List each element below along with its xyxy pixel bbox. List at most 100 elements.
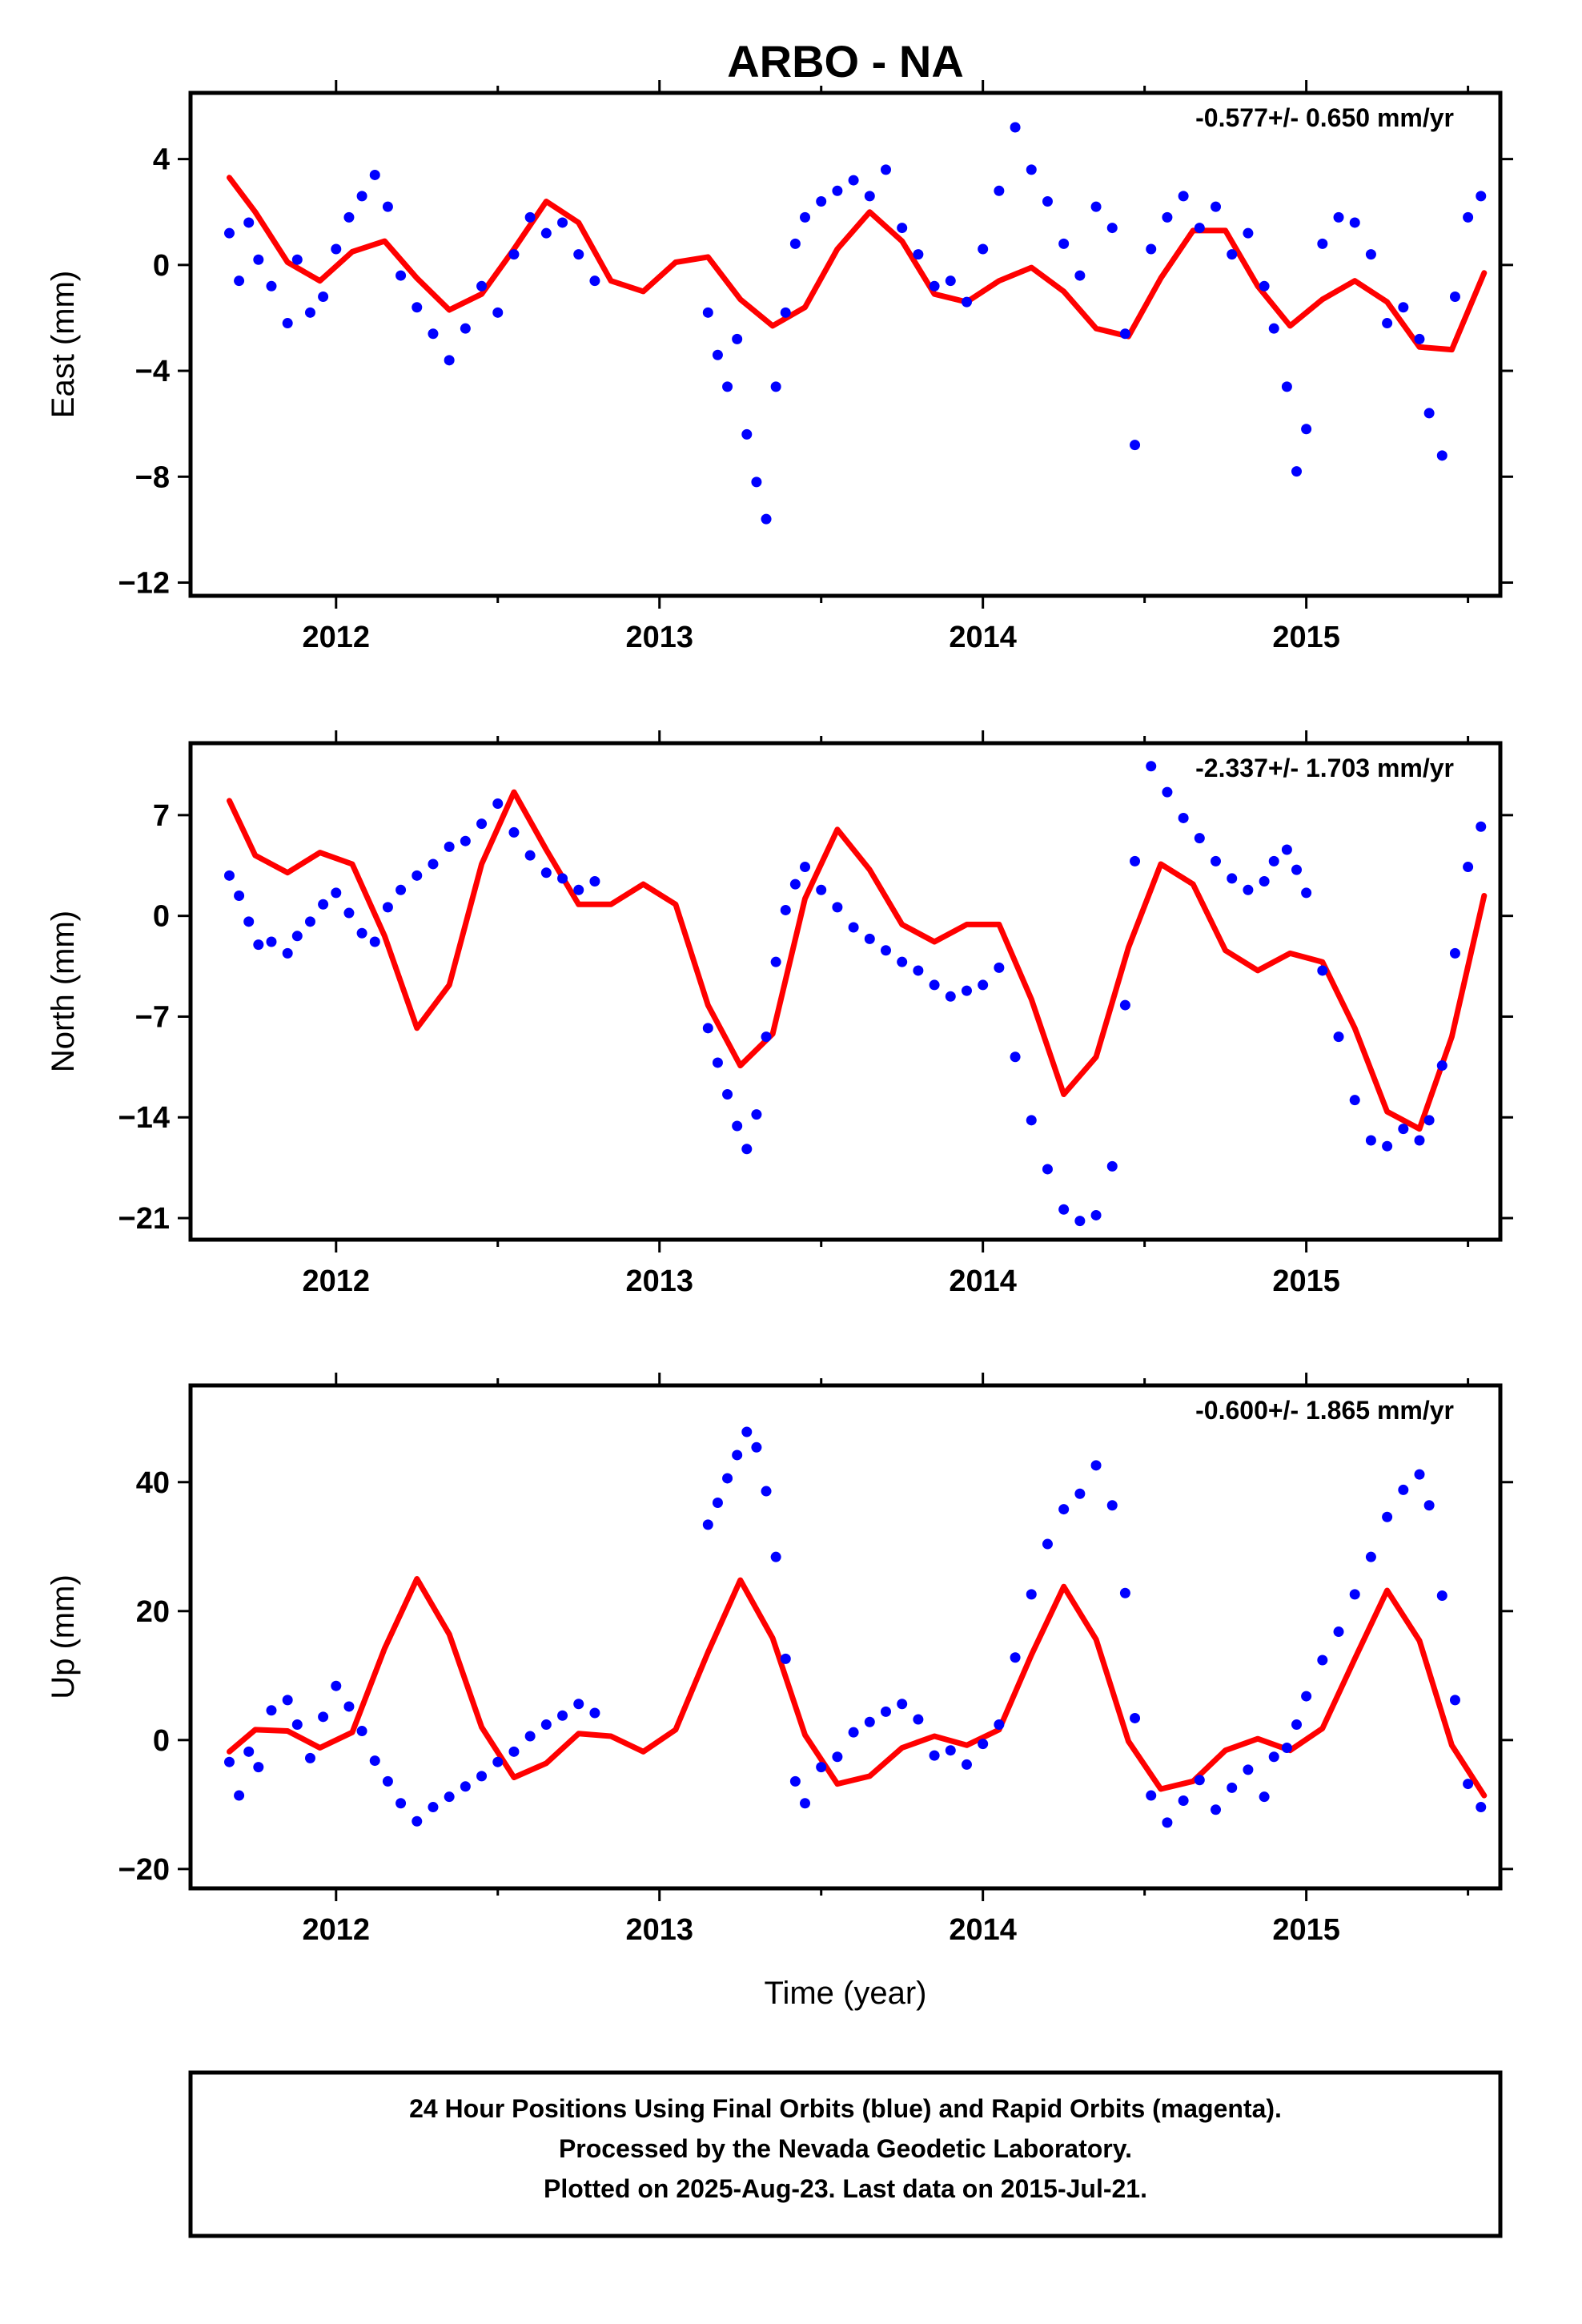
north-y-tick-label: −14 bbox=[118, 1101, 170, 1135]
east-data-point bbox=[702, 307, 713, 318]
up-y-tick-label: 40 bbox=[136, 1466, 170, 1500]
east-data-point bbox=[1211, 201, 1222, 212]
up-data-point bbox=[897, 1699, 908, 1710]
up-data-point bbox=[412, 1815, 423, 1827]
up-data-point bbox=[1211, 1804, 1222, 1815]
north-data-point bbox=[540, 867, 552, 879]
north-data-point bbox=[961, 985, 972, 996]
north-data-point bbox=[1398, 1124, 1409, 1135]
north-data-point bbox=[1243, 884, 1254, 895]
up-data-point bbox=[1333, 1626, 1344, 1638]
east-tick-labels: 2012 2013 2014 2015 −12 −8 −4 0 4 bbox=[118, 143, 1340, 654]
north-data-point bbox=[304, 916, 315, 927]
up-data-point bbox=[961, 1759, 972, 1770]
east-y-tick-label: −4 bbox=[135, 355, 170, 388]
up-data-point bbox=[460, 1781, 471, 1792]
north-data-point bbox=[1281, 844, 1292, 855]
north-data-point bbox=[1227, 873, 1238, 884]
up-data-point bbox=[732, 1449, 743, 1461]
east-data-point bbox=[897, 223, 908, 234]
caption-frame bbox=[188, 2070, 1503, 2238]
north-tick-labels: 2012 2013 2014 2015 −21 −14 −7 0 7 bbox=[118, 799, 1340, 1298]
north-data-point bbox=[789, 879, 801, 890]
north-data-point bbox=[741, 1144, 753, 1155]
east-data-point bbox=[1436, 450, 1447, 461]
up-data-point bbox=[848, 1727, 859, 1738]
east-data-point bbox=[1382, 318, 1393, 329]
east-rate-label: -0.577+/- 0.650 mm/yr bbox=[1195, 103, 1454, 132]
north-data-point bbox=[1130, 855, 1141, 866]
east-data-point bbox=[1291, 466, 1303, 477]
up-data-point bbox=[508, 1746, 520, 1757]
up-data-point bbox=[945, 1745, 956, 1756]
east-data-point bbox=[864, 191, 875, 202]
east-data-point bbox=[460, 323, 471, 334]
east-data-point bbox=[1259, 280, 1270, 292]
east-data-point bbox=[1333, 211, 1344, 223]
north-data-points bbox=[223, 761, 1487, 1227]
east-data-point bbox=[356, 191, 367, 202]
north-data-point bbox=[508, 826, 520, 838]
north-data-point bbox=[1301, 887, 1312, 899]
north-data-point bbox=[369, 936, 380, 947]
up-data-point bbox=[1398, 1484, 1409, 1495]
north-y-tick-label: 7 bbox=[153, 799, 170, 833]
east-data-point bbox=[444, 355, 455, 366]
up-model-line bbox=[227, 1576, 1488, 1799]
north-data-point bbox=[761, 1031, 772, 1043]
up-data-point bbox=[1162, 1817, 1173, 1828]
north-data-point bbox=[282, 947, 293, 959]
up-data-point bbox=[1382, 1511, 1393, 1522]
east-data-point bbox=[1119, 328, 1130, 340]
up-data-point bbox=[318, 1711, 329, 1723]
east-data-point bbox=[1058, 238, 1070, 249]
east-data-point bbox=[266, 280, 277, 292]
north-data-point bbox=[1058, 1204, 1070, 1215]
north-data-point bbox=[1317, 965, 1328, 976]
north-data-point bbox=[1476, 821, 1487, 832]
up-data-point bbox=[1423, 1500, 1435, 1511]
north-data-point bbox=[1333, 1031, 1344, 1043]
north-data-point bbox=[913, 965, 924, 976]
up-data-point bbox=[253, 1762, 264, 1773]
north-data-point bbox=[1449, 947, 1460, 959]
north-data-point bbox=[343, 907, 355, 919]
up-axis-label: Up (mm) bbox=[46, 1574, 81, 1699]
up-data-point bbox=[1476, 1802, 1487, 1813]
east-data-point bbox=[1414, 333, 1425, 344]
caption-line-2: Processed by the Nevada Geodetic Laborat… bbox=[559, 2134, 1132, 2163]
north-data-point bbox=[476, 818, 488, 830]
north-data-point bbox=[223, 870, 235, 881]
north-data-point bbox=[460, 835, 471, 846]
up-data-point bbox=[929, 1750, 940, 1761]
up-data-point bbox=[1090, 1460, 1102, 1471]
east-data-point bbox=[978, 243, 989, 255]
north-data-point bbox=[880, 945, 891, 956]
east-data-point bbox=[800, 211, 811, 223]
up-data-point bbox=[1436, 1590, 1447, 1601]
north-data-point bbox=[722, 1088, 733, 1100]
up-data-point bbox=[1227, 1782, 1238, 1793]
north-data-point bbox=[318, 899, 329, 910]
east-data-point bbox=[253, 254, 264, 265]
north-data-point bbox=[291, 931, 303, 942]
x-axis-label: Time (year) bbox=[765, 1976, 927, 2011]
north-x-tick-label: 2012 bbox=[303, 1265, 371, 1298]
east-data-point bbox=[961, 296, 972, 308]
up-data-point bbox=[540, 1719, 552, 1730]
east-data-point bbox=[1243, 227, 1254, 239]
up-data-point bbox=[1301, 1691, 1312, 1702]
east-y-tick-label: 4 bbox=[153, 143, 170, 177]
east-data-point bbox=[304, 307, 315, 318]
east-data-point bbox=[751, 476, 762, 488]
north-data-point bbox=[751, 1109, 762, 1120]
north-data-point bbox=[1365, 1135, 1376, 1146]
north-data-point bbox=[396, 884, 407, 895]
up-data-point bbox=[789, 1775, 801, 1787]
north-data-point bbox=[589, 876, 600, 887]
east-data-point bbox=[1146, 243, 1157, 255]
east-data-point bbox=[1463, 211, 1474, 223]
up-rate-label: -0.600+/- 1.865 mm/yr bbox=[1195, 1396, 1454, 1425]
up-data-point bbox=[476, 1771, 488, 1782]
north-data-point bbox=[1194, 833, 1205, 844]
